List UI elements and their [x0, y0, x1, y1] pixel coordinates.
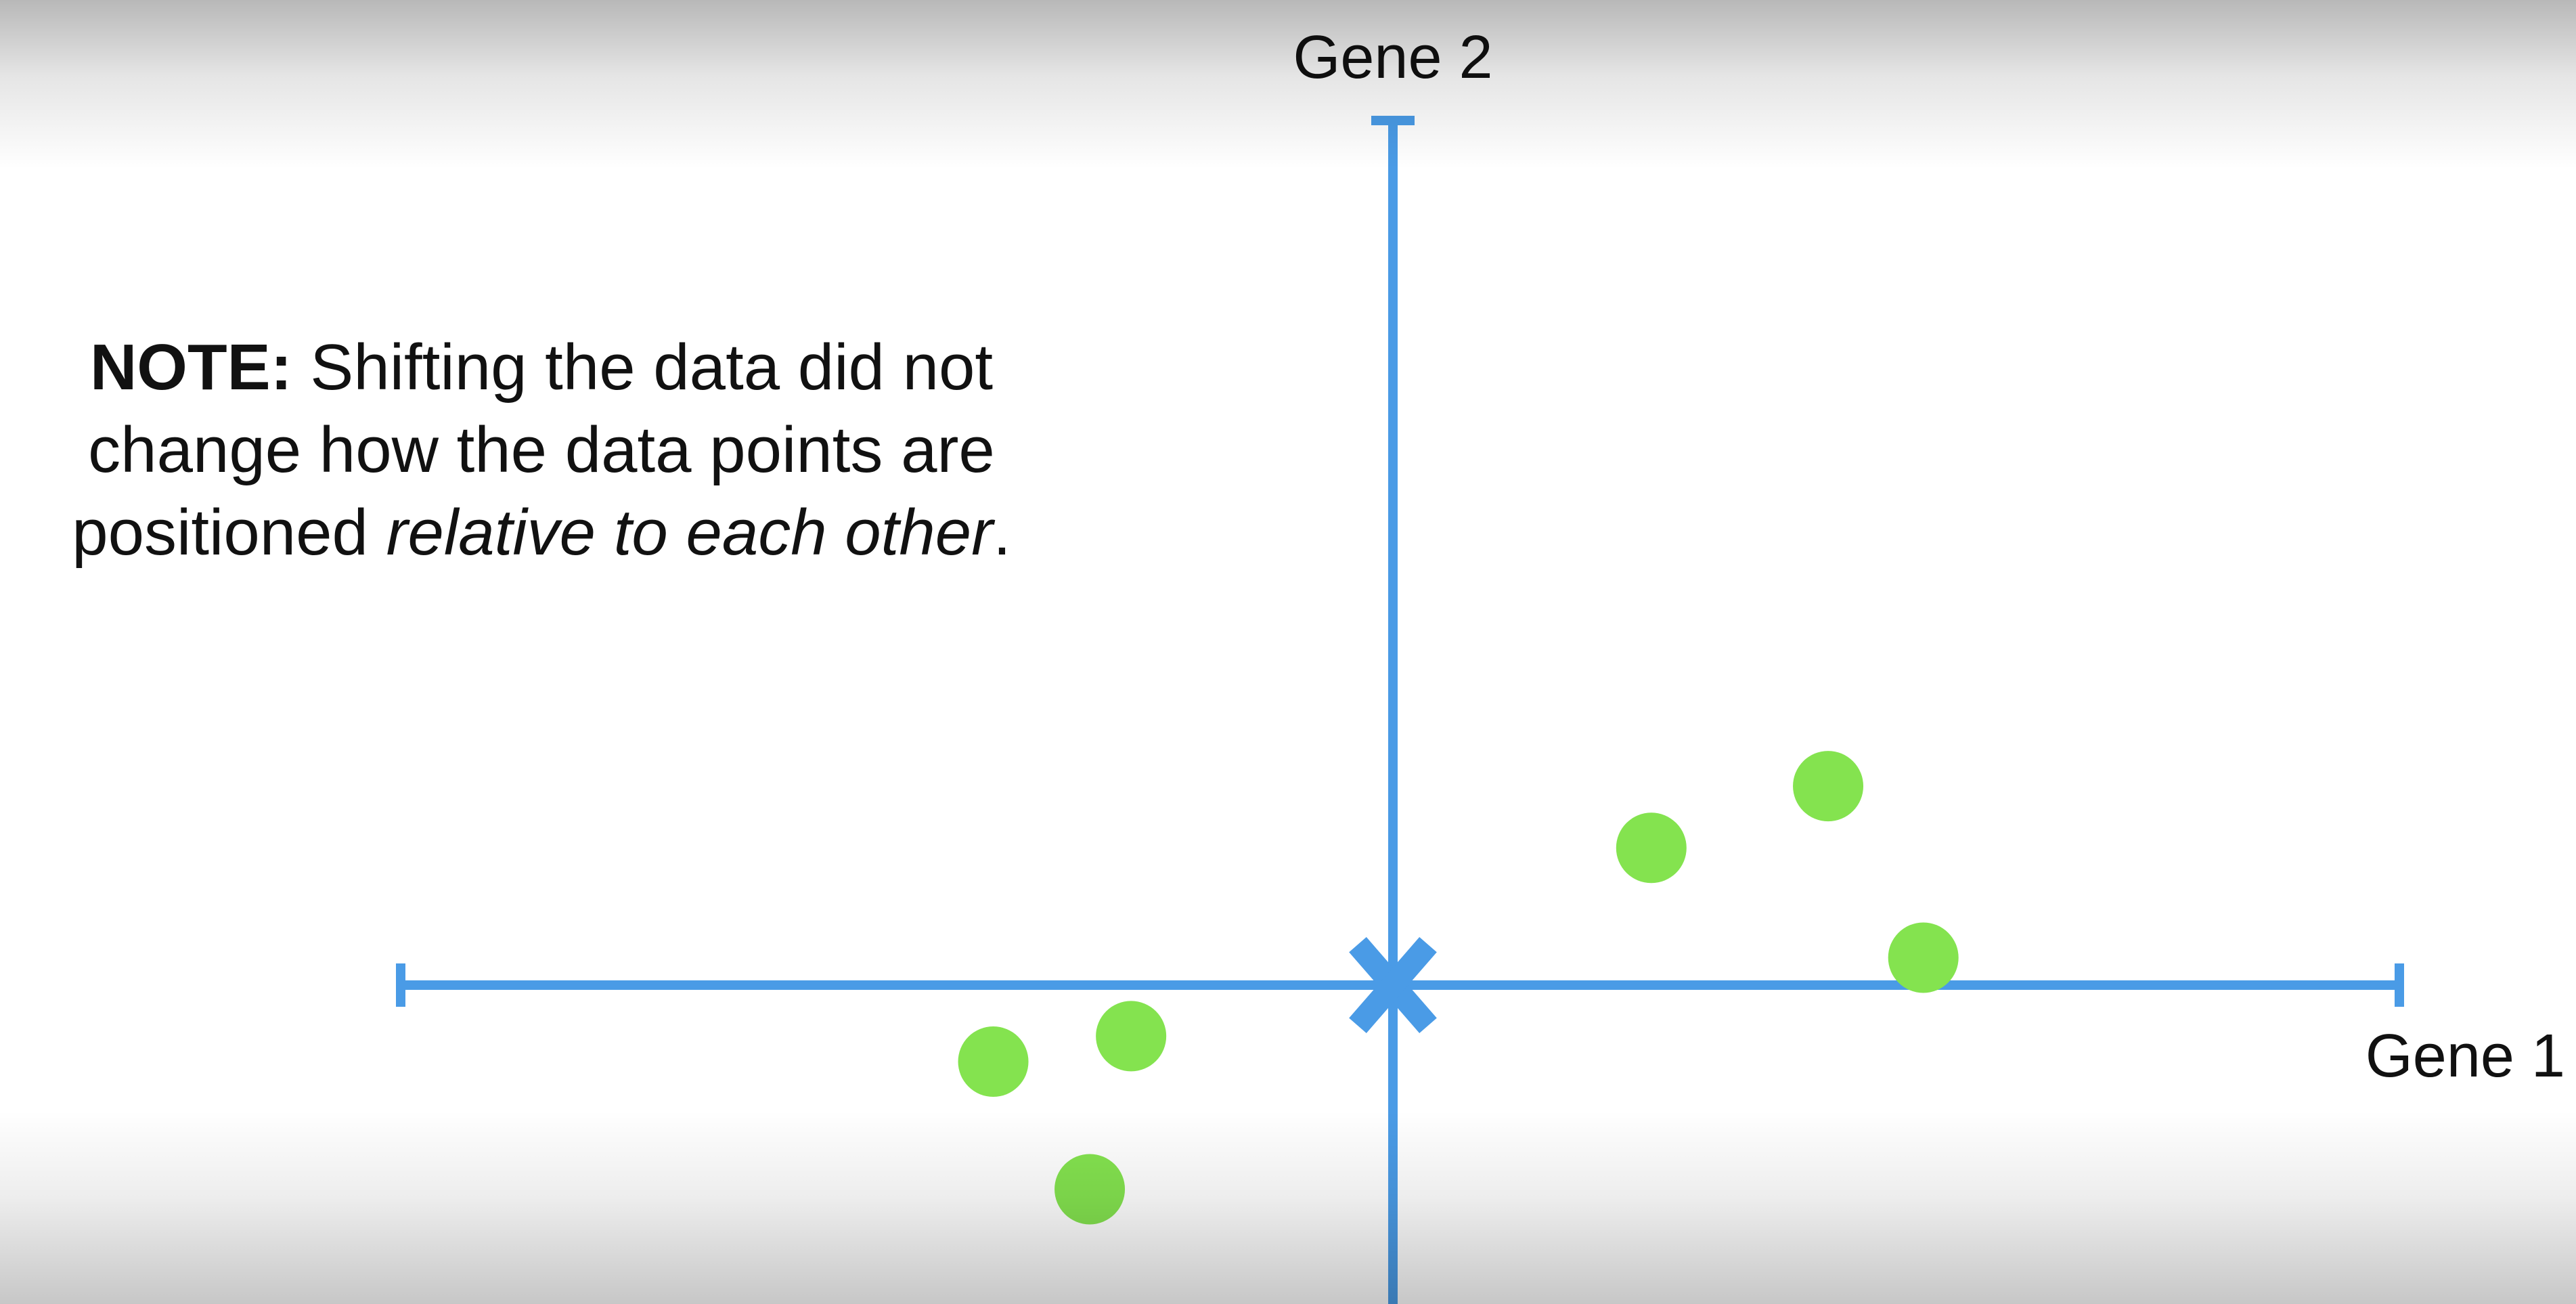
- data-point-2: [1793, 751, 1864, 822]
- note-emphasis: relative to each other: [386, 496, 994, 569]
- y-axis-label: Gene 2: [1293, 24, 1492, 91]
- data-point-1: [1616, 812, 1687, 884]
- data-points: [958, 751, 1959, 1225]
- data-point-5: [1096, 1001, 1167, 1072]
- note-text: Shifting the data did not change how the…: [72, 331, 995, 569]
- x-axis-label: Gene 1: [2366, 1022, 2565, 1090]
- origin-marker: [1349, 937, 1437, 1033]
- origin-x-stroke-2: [1349, 937, 1437, 1033]
- note-end: .: [993, 496, 1011, 569]
- data-point-6: [1054, 1154, 1126, 1225]
- note-annotation: NOTE: Shifting the data did not change h…: [27, 326, 1056, 574]
- data-point-3: [1888, 922, 1959, 993]
- axes: [396, 116, 2404, 1304]
- note-label: NOTE:: [89, 331, 292, 404]
- data-point-4: [958, 1026, 1029, 1097]
